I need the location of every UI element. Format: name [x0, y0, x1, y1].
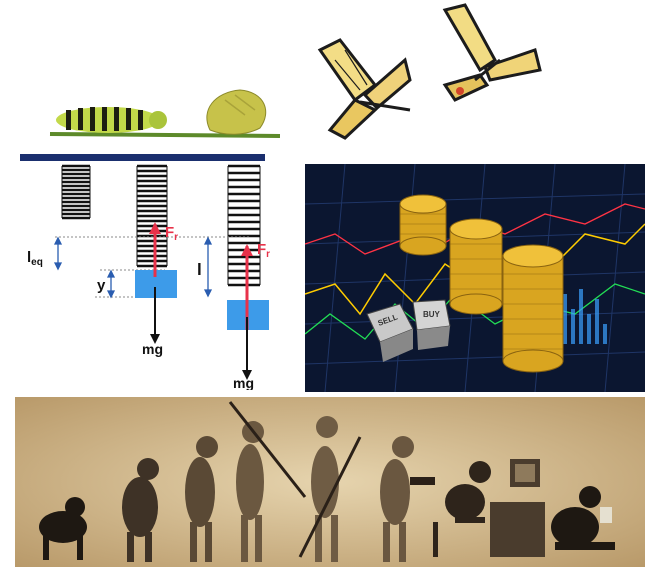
force-label-1: Fr: [165, 224, 178, 243]
y-label: y: [97, 277, 106, 294]
l-label: l: [197, 260, 202, 279]
human-evolution-silhouette-icon: [15, 397, 645, 567]
swallowtail-butterfly-icon: [317, 3, 542, 140]
finance-image: SELL BUY: [305, 164, 645, 392]
dice-buy: BUY: [412, 299, 451, 350]
spring-diagram: leq y l Fr Fr mg mg: [15, 152, 270, 390]
weight-label-2: mg: [233, 375, 254, 390]
ceiling-bar: [20, 154, 265, 161]
weight-label-1: mg: [142, 341, 163, 357]
evolution-illustration: [15, 397, 645, 567]
butterflies-image: [305, 0, 550, 140]
svg-text:BUY: BUY: [423, 310, 441, 319]
caterpillar-image: [40, 70, 290, 145]
leq-label: leq: [27, 249, 43, 268]
caterpillar-chrysalis-icon: [49, 89, 281, 138]
coin-stacks-market-chart-icon: SELL BUY: [305, 164, 645, 392]
dice-sell: SELL: [366, 303, 414, 362]
force-label-2: Fr: [257, 241, 270, 260]
spring-diagram-svg: leq y l Fr Fr mg mg: [20, 154, 270, 390]
